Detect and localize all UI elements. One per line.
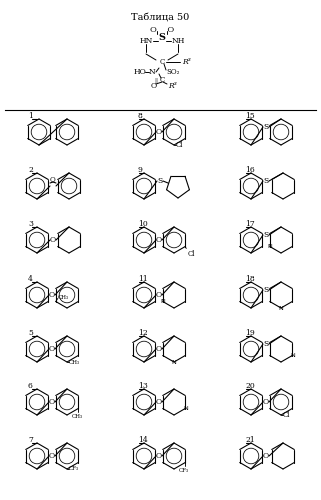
Text: 3: 3 [28,220,33,228]
Text: N: N [267,244,272,249]
Text: Cl: Cl [283,411,291,419]
Text: O: O [151,82,157,90]
Text: O: O [156,291,162,299]
Text: 14: 14 [138,436,148,444]
Text: 1: 1 [28,112,33,120]
Text: 18: 18 [245,275,255,283]
Text: 4: 4 [28,275,33,283]
Text: 21: 21 [245,436,255,444]
Text: HN: HN [139,37,153,45]
Text: O: O [49,452,55,460]
Text: C: C [159,76,165,84]
Text: N: N [183,406,188,411]
Text: S: S [157,177,163,185]
Text: 8: 8 [138,112,143,120]
Text: CH₃: CH₃ [69,360,80,364]
Text: O: O [49,345,55,353]
Text: 16: 16 [245,166,255,174]
Text: CF₃: CF₃ [179,468,189,472]
Text: N: N [160,299,165,304]
Text: ||: || [154,77,158,82]
Text: 6: 6 [28,382,33,390]
Text: R³: R³ [168,82,177,90]
Text: Cl: Cl [187,250,195,258]
Text: HO: HO [134,68,146,76]
Text: O: O [50,236,56,244]
Text: O: O [49,398,55,406]
Text: S: S [263,286,269,294]
Text: C: C [159,58,165,66]
Text: 10: 10 [138,220,148,228]
Text: 9: 9 [138,166,143,174]
Text: S: S [159,34,166,42]
Text: 2: 2 [28,166,33,174]
Text: O: O [50,176,56,184]
Text: 15: 15 [245,112,255,120]
Text: S: S [263,123,269,131]
Text: S: S [263,177,269,185]
Text: NH: NH [171,37,185,45]
Text: S: S [263,231,269,239]
Text: N: N [149,68,155,76]
Text: O: O [156,452,162,460]
Text: O: O [263,452,269,460]
Text: 20: 20 [245,382,255,390]
Text: CF₃: CF₃ [69,466,79,471]
Text: N: N [172,360,176,364]
Text: O: O [156,398,162,406]
Text: 7: 7 [28,436,33,444]
Text: 11: 11 [138,275,148,283]
Text: R³: R³ [182,58,191,66]
Text: 5: 5 [28,329,33,337]
Text: Таблица 50: Таблица 50 [131,14,189,23]
Text: S: S [263,340,269,348]
Text: O: O [49,291,55,299]
Text: CH₃: CH₃ [72,414,83,418]
Text: O: O [156,345,162,353]
Text: O: O [156,128,162,136]
Text: 19: 19 [245,329,255,337]
Text: SO₂: SO₂ [166,68,179,76]
Text: CH₃: CH₃ [58,295,69,300]
Text: 12: 12 [138,329,148,337]
Text: N: N [290,353,295,358]
Text: O: O [263,398,269,406]
Text: Cl: Cl [176,141,183,149]
Text: N: N [279,306,283,310]
Text: 17: 17 [245,220,255,228]
Text: O    O: O O [150,26,174,34]
Text: O: O [156,236,162,244]
Text: 13: 13 [138,382,148,390]
